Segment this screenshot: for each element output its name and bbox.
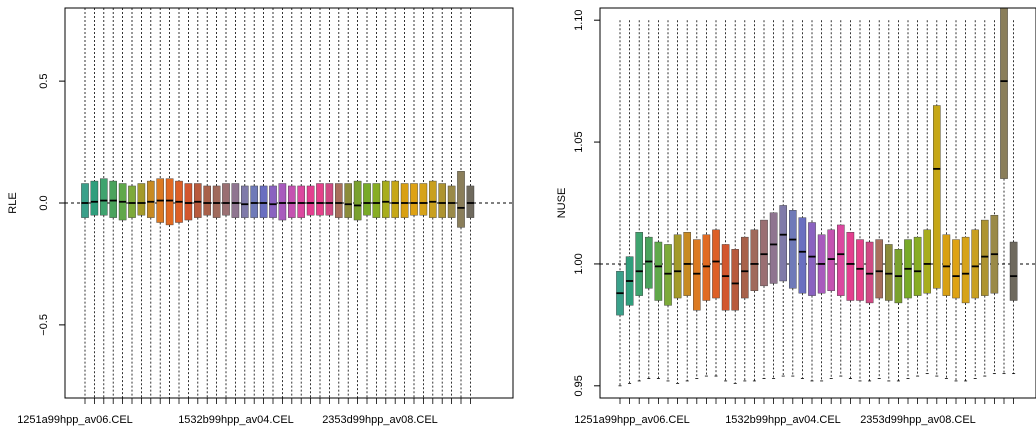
- box: [269, 185, 277, 218]
- x-tick-label: 1532b99hpp_av04.CEL: [178, 414, 294, 426]
- box: [741, 236, 749, 299]
- box: [971, 229, 979, 299]
- box: [789, 210, 797, 289]
- box: [410, 183, 418, 216]
- box: [885, 244, 893, 301]
- box: [240, 185, 249, 218]
- box: [942, 234, 951, 296]
- box: [961, 236, 970, 304]
- box: [760, 219, 768, 287]
- box: [165, 178, 174, 226]
- box: [316, 183, 324, 216]
- box: [250, 185, 259, 218]
- box: [400, 183, 409, 218]
- x-tick-label: 1251a99hpp_av06.CEL: [574, 414, 690, 426]
- box: [128, 185, 136, 218]
- y-tick-label: 1.00: [573, 253, 585, 274]
- box: [654, 241, 663, 301]
- box: [306, 185, 315, 216]
- box: [712, 229, 720, 299]
- box: [90, 180, 99, 216]
- y-tick-label: 1.10: [573, 9, 585, 30]
- box: [673, 234, 682, 299]
- box: [391, 180, 400, 218]
- box: [750, 229, 759, 291]
- nuse-panel: 0.95 1.00 1.05 1.10 NUSE 1251a99hpp_av06.CEL 1…: [556, 7, 1036, 426]
- box: [693, 239, 701, 311]
- box: [731, 249, 739, 311]
- box: [184, 183, 193, 221]
- box: [952, 239, 960, 299]
- plot-area: [600, 8, 1036, 387]
- box: [363, 183, 371, 216]
- box: [779, 205, 787, 282]
- box: [81, 183, 89, 218]
- box: [353, 180, 362, 221]
- box: [429, 180, 437, 218]
- box: [865, 241, 874, 304]
- x-tick-label: 1532b99hpp_av04.CEL: [725, 414, 841, 426]
- box: [837, 224, 845, 296]
- plot-area: [65, 8, 513, 398]
- box: [981, 219, 989, 296]
- y-tick-label: −0.5: [38, 314, 50, 336]
- box: [664, 244, 672, 306]
- box: [325, 183, 334, 216]
- box: [137, 183, 146, 216]
- y-axis-label: NUSE: [556, 188, 568, 219]
- y-axis-label: RLE: [7, 192, 19, 213]
- box: [702, 234, 711, 301]
- box: [146, 180, 155, 218]
- box: [875, 239, 883, 299]
- box: [1009, 241, 1018, 301]
- box: [344, 183, 353, 218]
- x-tick-label: 2353d99hpp_av08.CEL: [860, 414, 976, 426]
- box: [447, 185, 456, 218]
- box: [466, 185, 475, 218]
- box: [335, 183, 343, 218]
- box: [231, 183, 240, 218]
- rle-panel: −0.5 0.0 0.5 RLE 1251a99hpp_av06.CEL 1532b99h…: [7, 7, 514, 426]
- box: [457, 171, 465, 228]
- box: [297, 185, 306, 218]
- box: [193, 183, 202, 218]
- box: [99, 178, 108, 216]
- box: [212, 185, 221, 218]
- box: [259, 185, 268, 218]
- box: [203, 185, 212, 216]
- box: [288, 185, 296, 218]
- box: [769, 212, 778, 284]
- box: [635, 232, 643, 296]
- box: [933, 105, 941, 289]
- box: [913, 236, 922, 296]
- box: [419, 183, 428, 216]
- x-tick-label: 1251a99hpp_av06.CEL: [17, 414, 133, 426]
- box: [222, 183, 230, 216]
- plot-frame: [599, 7, 1036, 399]
- box: [382, 180, 390, 218]
- box: [808, 222, 816, 296]
- x-tick-label: 2353d99hpp_av08.CEL: [322, 414, 438, 426]
- box: [645, 236, 653, 289]
- box: [721, 244, 730, 311]
- box: [278, 183, 287, 221]
- box: [438, 183, 447, 218]
- box: [109, 180, 117, 218]
- y-tick-label: 0.95: [573, 375, 585, 396]
- y-tick-label: 1.05: [573, 131, 585, 152]
- y-tick-label: 0.0: [38, 195, 50, 210]
- box: [798, 217, 807, 294]
- box: [923, 229, 931, 294]
- box: [372, 183, 381, 218]
- box: [856, 239, 864, 301]
- box: [846, 232, 855, 301]
- y-tick-label: 0.5: [38, 73, 50, 88]
- box: [827, 229, 835, 291]
- box: [1000, 8, 1008, 179]
